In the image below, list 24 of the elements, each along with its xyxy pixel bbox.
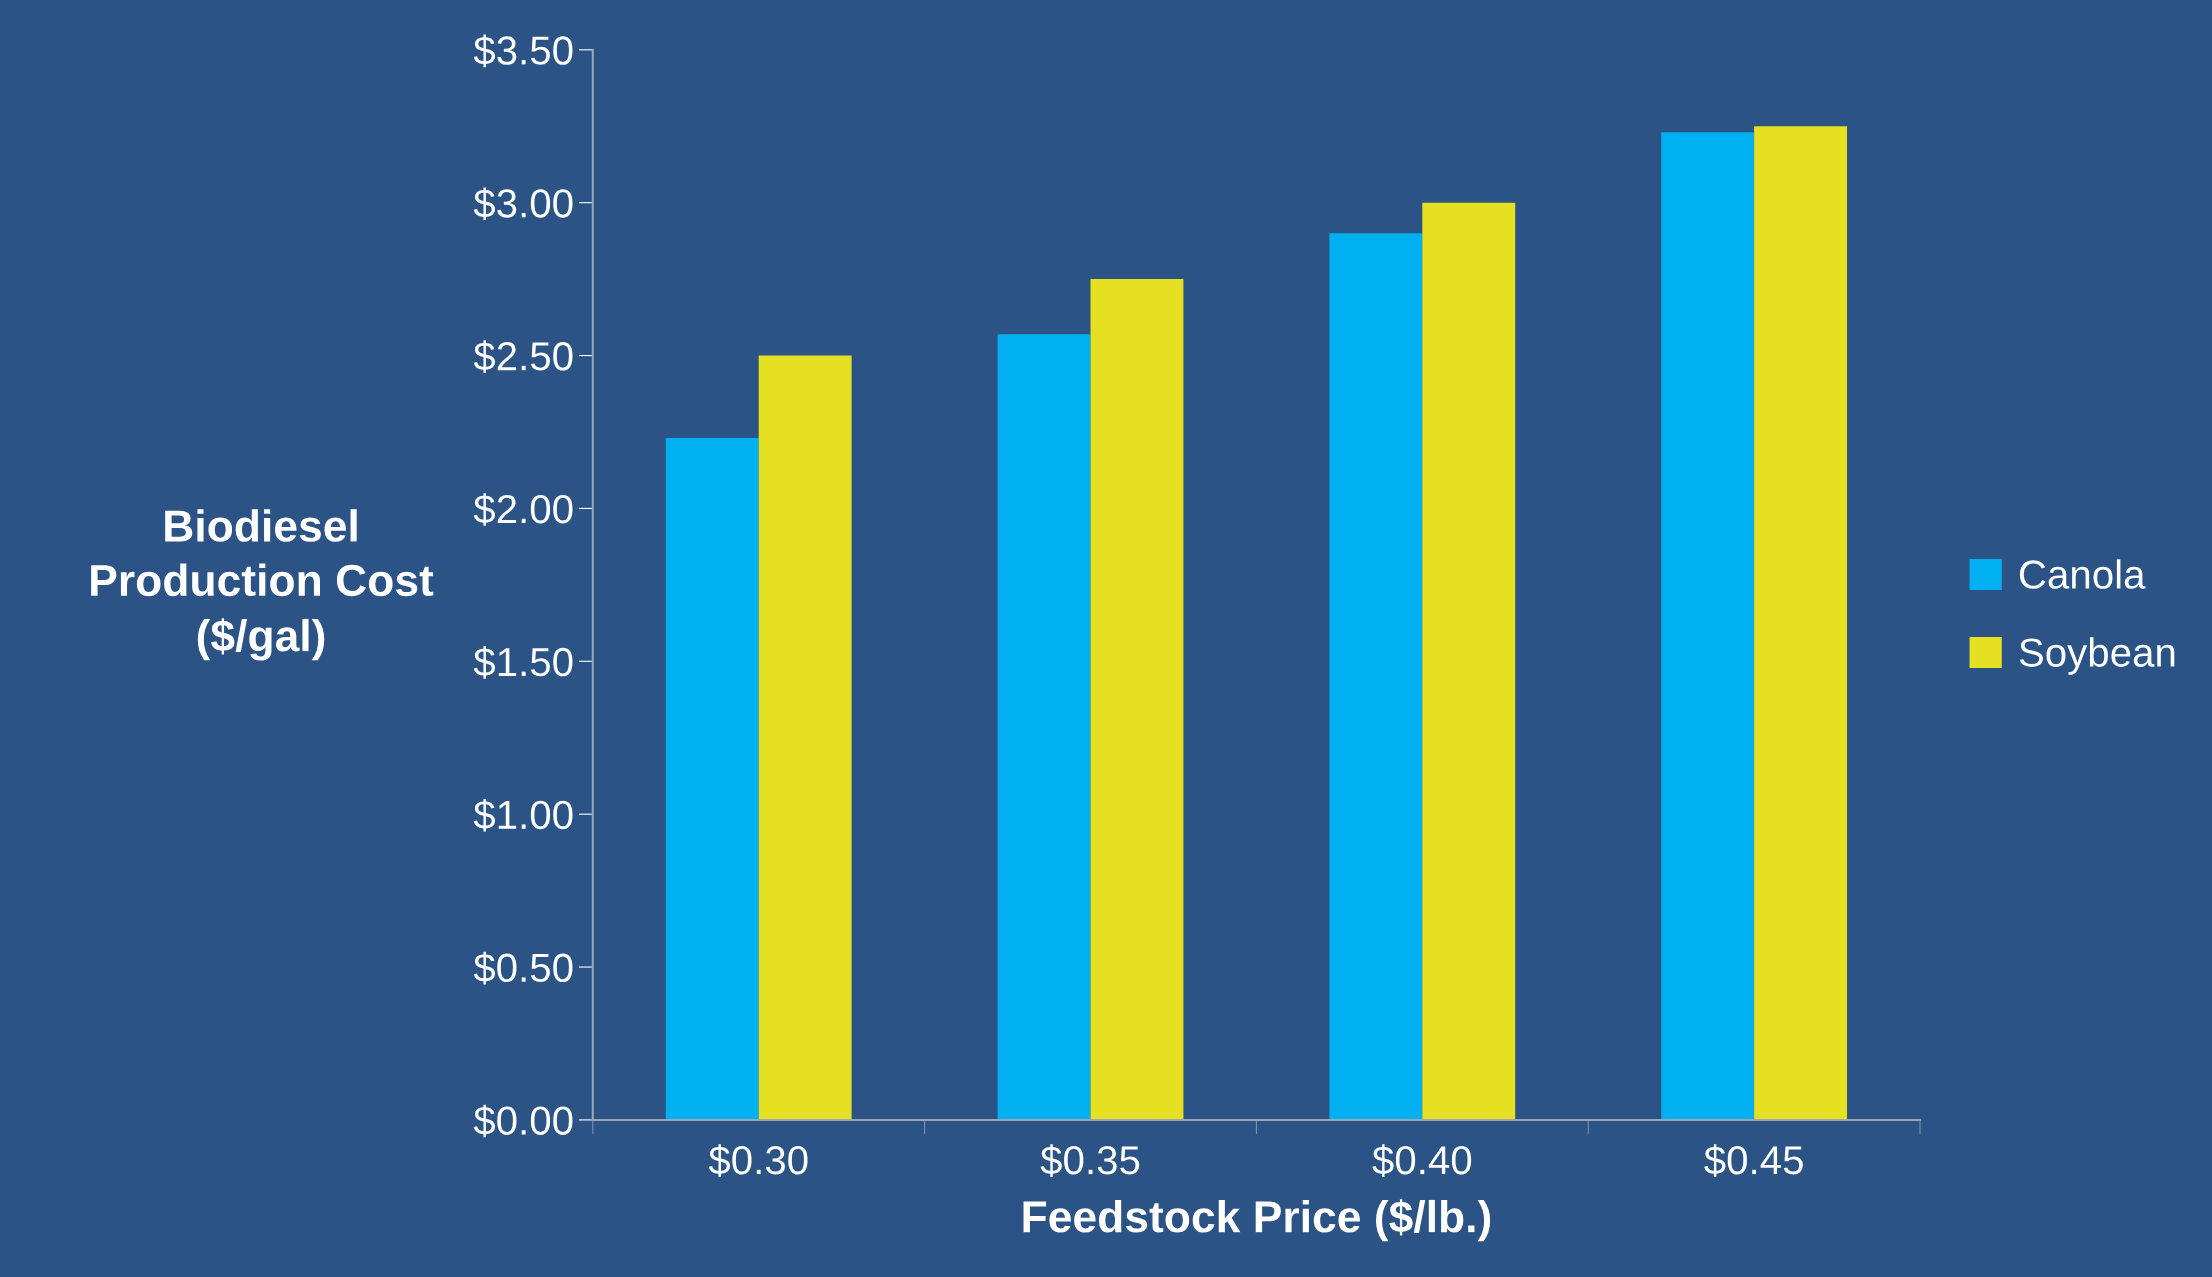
y-tick-label: $3.00 [473, 187, 573, 221]
bar [1329, 233, 1423, 1120]
y-tick-label: $0.50 [473, 951, 573, 985]
x-tick-label: $0.45 [1704, 1144, 1803, 1177]
y-tick-label: $0.00 [473, 1104, 573, 1138]
bar [1090, 279, 1184, 1120]
x-axis-title: Feedstock Price ($/lb.) [1023, 1199, 1491, 1242]
bar [758, 355, 852, 1120]
x-tick-label: $0.40 [1372, 1144, 1472, 1177]
bar [665, 438, 759, 1120]
legend-label: Soybean [2019, 637, 2175, 675]
y-tick-label: $2.50 [473, 340, 573, 373]
y-tick-label: $1.50 [473, 646, 573, 679]
y-axis-title: Biodiesel Production Cost ($/gal) [91, 509, 434, 661]
y-tick-label: $2.00 [473, 493, 573, 526]
x-tick-label: $0.35 [1040, 1144, 1140, 1177]
y-tick-label: $1.00 [473, 798, 573, 832]
x-tick-label: $0.30 [708, 1144, 808, 1177]
bar [997, 334, 1091, 1120]
bar [1422, 202, 1516, 1120]
bar [1754, 126, 1848, 1120]
legend-label: Canola [2019, 559, 2146, 589]
y-tick-label: $3.50 [473, 34, 573, 68]
bar [1661, 132, 1755, 1120]
